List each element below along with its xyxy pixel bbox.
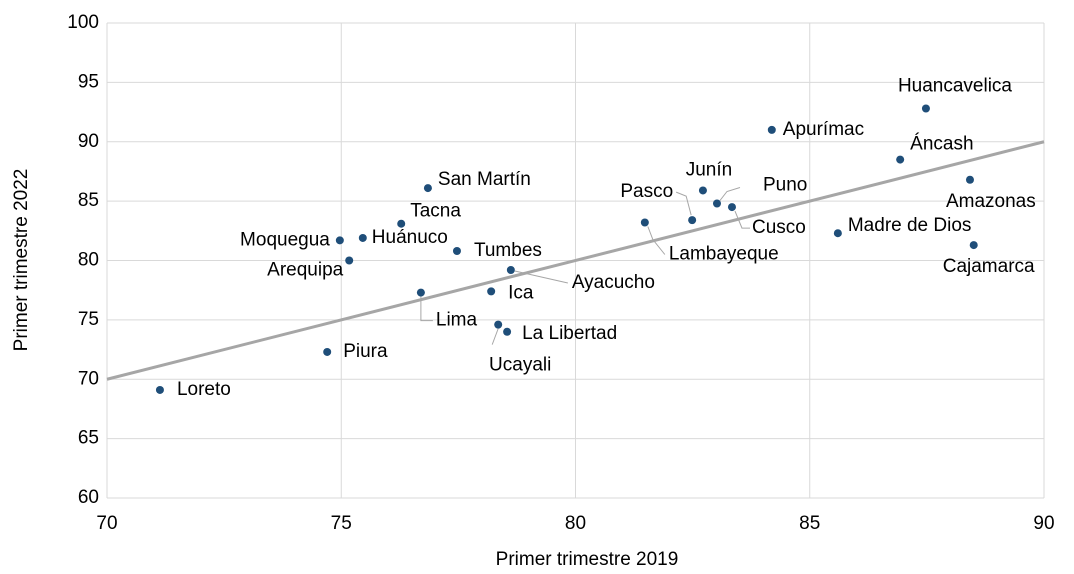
y-axis-title: Primer trimestre 2022: [11, 169, 32, 352]
point-label: La Libertad: [522, 323, 617, 344]
point-label: Pasco: [620, 181, 673, 202]
point-label: Apurímac: [783, 119, 864, 140]
data-point: [698, 186, 707, 195]
y-tick-label: 70: [78, 368, 99, 389]
data-point: [506, 266, 515, 274]
point-label: Lambayeque: [669, 244, 779, 265]
point-label: Cajamarca: [943, 256, 1035, 277]
x-tick-label: 80: [565, 513, 586, 534]
point-label: Puno: [763, 175, 807, 196]
point-label: Piura: [343, 341, 388, 362]
data-point: [358, 233, 367, 242]
leader-line: [675, 191, 692, 216]
data-point: [155, 385, 164, 394]
leader-line: [491, 328, 499, 345]
y-tick-label: 80: [78, 250, 99, 271]
data-point: [416, 288, 425, 297]
data-point: [727, 203, 736, 212]
data-point: [833, 229, 842, 238]
point-label: Tumbes: [474, 240, 542, 261]
point-label: Huancavelica: [898, 76, 1012, 97]
data-point: [423, 184, 432, 193]
y-tick-label: 100: [67, 12, 99, 33]
data-point: [335, 236, 344, 245]
point-label: Loreto: [177, 379, 231, 400]
leader-line: [514, 270, 568, 284]
leader-line: [734, 210, 750, 229]
point-label: Áncash: [910, 134, 973, 155]
point-label: Ucayali: [489, 355, 551, 376]
data-point: [969, 241, 978, 250]
data-point: [921, 104, 930, 113]
data-point: [503, 327, 512, 336]
x-axis-title: Primer trimestre 2019: [496, 549, 679, 570]
y-tick-label: 95: [78, 71, 99, 92]
x-tick-label: 75: [331, 513, 352, 534]
point-label: Tacna: [410, 201, 461, 222]
y-tick-label: 75: [78, 309, 99, 330]
leader-line: [647, 226, 666, 255]
point-label: Ica: [508, 282, 534, 303]
data-point: [494, 320, 503, 329]
data-point: [323, 347, 332, 356]
y-tick-label: 60: [78, 487, 99, 508]
y-tick-label: 85: [78, 190, 99, 211]
point-label: Madre de Dios: [848, 215, 972, 236]
x-tick-label: 70: [96, 513, 117, 534]
data-point: [397, 219, 406, 228]
point-label: Huánuco: [372, 227, 448, 248]
data-point: [896, 155, 905, 164]
point-label: Arequipa: [267, 260, 343, 281]
point-label: Moquegua: [240, 229, 330, 250]
y-tick-label: 90: [78, 131, 99, 152]
y-tick-label: 65: [78, 428, 99, 449]
x-tick-label: 85: [799, 513, 820, 534]
data-point: [767, 125, 776, 134]
leader-line: [420, 296, 433, 322]
point-label: Lima: [436, 310, 478, 331]
point-label: Cusco: [752, 217, 806, 238]
data-point: [345, 256, 354, 265]
data-point: [712, 199, 721, 208]
point-label: San Martín: [438, 169, 531, 190]
data-point: [688, 216, 697, 225]
data-point: [452, 247, 461, 255]
trend-line: [106, 140, 1045, 381]
data-point: [640, 218, 649, 227]
data-point: [965, 175, 974, 184]
point-label: Amazonas: [946, 191, 1036, 212]
data-point: [487, 287, 496, 296]
point-label: Ayacucho: [572, 272, 655, 293]
x-tick-label: 90: [1033, 513, 1054, 534]
leader-line: [719, 187, 741, 201]
point-label: Junín: [686, 159, 732, 180]
